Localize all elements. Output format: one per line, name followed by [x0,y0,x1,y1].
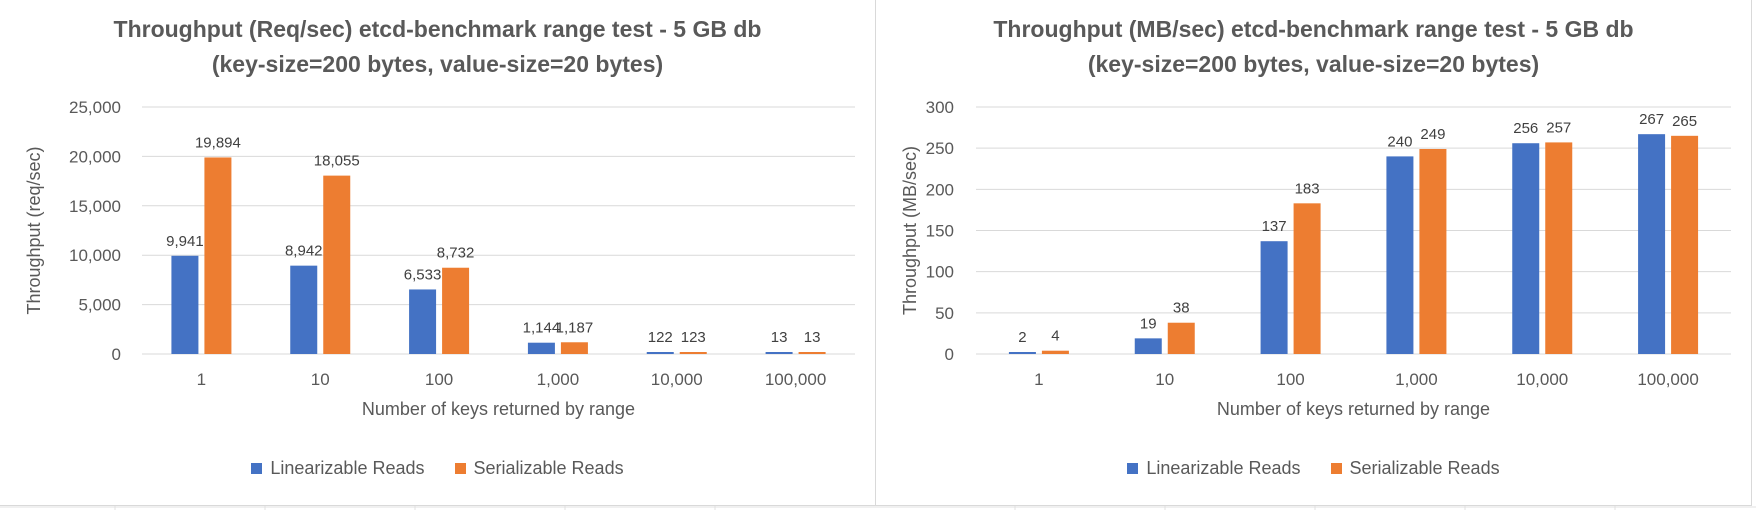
y-axis-title: Throughput (req/sec) [24,146,44,314]
data-label-serializable: 1,187 [556,319,594,336]
bar-serializable [1293,203,1321,354]
legend-item-serializable[interactable]: Serializable Reads [454,458,624,479]
chart-title-line1: Throughput (MB/sec) etcd-benchmark range… [993,16,1634,42]
x-tick-label: 100 [425,370,453,389]
legend-label-serializable: Serializable Reads [1349,458,1500,478]
y-tick-label: 20,000 [69,147,121,166]
data-label-linearizable: 240 [1387,133,1412,150]
legend-swatch-serializable [1330,463,1342,474]
bar-linearizable [290,265,318,354]
chart-title-line1: Throughput (Req/sec) etcd-benchmark rang… [113,16,762,42]
data-label-linearizable: 1,144 [523,320,561,337]
x-axis-title: Number of keys returned by range [362,399,635,419]
data-label-serializable: 4 [1051,328,1059,345]
y-tick-label: 250 [926,139,954,158]
legend[interactable]: Linearizable Reads Serializable Reads [0,458,875,479]
plot-area: 0 50 100 150 200 250 300 2 4 1 19 38 10 137 183 100 240 2… [900,98,1731,419]
bar-serializable [1545,142,1573,354]
data-label-linearizable: 13 [771,329,788,346]
data-label-linearizable: 267 [1639,111,1664,128]
data-label-linearizable: 256 [1513,120,1538,137]
data-label-serializable: 123 [681,329,706,346]
x-tick-label: 100,000 [1637,370,1698,389]
x-tick-label: 1,000 [1395,370,1438,389]
x-tick-label: 10,000 [651,370,703,389]
req-throughput-chart[interactable]: Throughput (Req/sec) etcd-benchmark rang… [0,0,876,506]
x-tick-label: 1 [197,370,206,389]
bar-linearizable [1134,338,1162,354]
bar-serializable [1041,350,1069,354]
legend-item-linearizable[interactable]: Linearizable Reads [251,458,425,479]
x-tick-label: 1 [1034,370,1043,389]
data-label-serializable: 257 [1546,119,1571,136]
bar-serializable [560,342,588,354]
data-label-serializable: 183 [1295,180,1320,197]
y-tick-label: 25,000 [69,98,121,117]
data-label-serializable: 38 [1173,300,1190,317]
bar-serializable [323,175,351,354]
legend-label-linearizable: Linearizable Reads [270,458,425,478]
data-label-serializable: 265 [1672,113,1697,130]
legend-item-serializable[interactable]: Serializable Reads [1330,458,1500,479]
data-label-linearizable: 6,533 [404,266,442,283]
plot-area: 0 5,000 10,000 15,000 20,000 25,000 9,941 19,89… [24,98,855,419]
bar-serializable [798,352,826,354]
bar-linearizable [1638,134,1666,354]
x-tick-label: 10 [1155,370,1174,389]
bar-linearizable [409,289,437,354]
x-tick-label: 10 [311,370,330,389]
legend-swatch-serializable [454,463,466,474]
bar-serializable [204,157,232,354]
x-tick-label: 1,000 [537,370,580,389]
y-tick-label: 0 [945,345,954,364]
y-tick-label: 5,000 [78,296,121,315]
x-axis-title: Number of keys returned by range [1217,399,1490,419]
chart-subtitle: (key-size=200 bytes, value-size=20 bytes… [1087,51,1540,77]
chart-subtitle: (key-size=200 bytes, value-size=20 bytes… [211,51,664,77]
data-label-linearizable: 2 [1018,329,1026,346]
y-tick-label: 50 [935,304,954,323]
y-axis-title: Throughput (MB/sec) [900,146,920,315]
y-tick-label: 150 [926,222,954,241]
bar-linearizable [765,352,793,354]
data-label-linearizable: 19 [1140,315,1157,332]
y-tick-label: 15,000 [69,197,121,216]
bar-linearizable [1008,352,1036,354]
legend-label-linearizable: Linearizable Reads [1146,458,1301,478]
legend[interactable]: Linearizable Reads Serializable Reads [876,458,1751,479]
data-label-serializable: 18,055 [314,153,360,170]
data-label-linearizable: 137 [1262,218,1287,235]
data-label-linearizable: 8,942 [285,243,323,260]
legend-swatch-linearizable [251,463,263,474]
y-tick-label: 300 [926,98,954,117]
data-label-serializable: 8,732 [437,245,475,262]
x-tick-label: 100 [1276,370,1304,389]
bar-linearizable [1260,241,1288,354]
bar-linearizable [527,342,555,354]
data-label-serializable: 19,894 [195,134,241,151]
bar-linearizable [1386,156,1414,354]
data-label-linearizable: 122 [648,329,673,346]
legend-swatch-linearizable [1127,463,1139,474]
data-label-serializable: 13 [804,329,821,346]
bar-serializable [1167,322,1195,354]
legend-label-serializable: Serializable Reads [473,458,624,478]
bar-linearizable [171,255,199,354]
y-tick-label: 100 [926,263,954,282]
y-tick-label: 0 [112,345,121,364]
y-tick-label: 10,000 [69,246,121,265]
data-label-serializable: 249 [1420,126,1445,143]
bar-serializable [442,267,470,354]
data-label-linearizable: 9,941 [166,233,204,250]
bar-linearizable [1512,143,1540,354]
y-tick-label: 200 [926,180,954,199]
bar-linearizable [646,352,674,354]
legend-item-linearizable[interactable]: Linearizable Reads [1127,458,1301,479]
bar-serializable [679,352,707,354]
mb-throughput-chart[interactable]: Throughput (MB/sec) etcd-benchmark range… [876,0,1752,506]
bar-serializable [1671,135,1699,354]
bar-serializable [1419,148,1447,354]
x-tick-label: 10,000 [1516,370,1568,389]
x-tick-label: 100,000 [765,370,826,389]
